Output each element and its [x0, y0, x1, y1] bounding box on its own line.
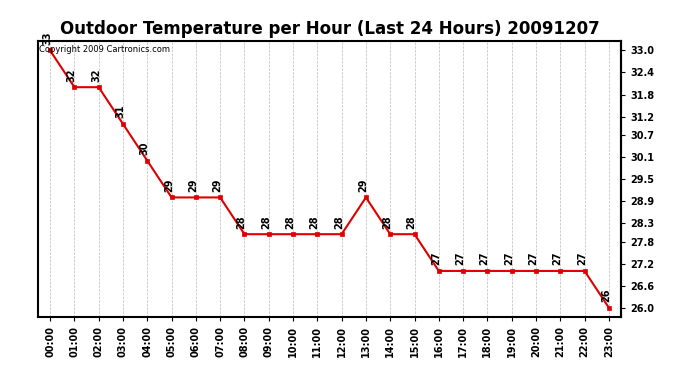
Text: 31: 31 — [115, 105, 125, 118]
Text: 29: 29 — [188, 178, 198, 192]
Text: 28: 28 — [310, 215, 319, 229]
Title: Outdoor Temperature per Hour (Last 24 Hours) 20091207: Outdoor Temperature per Hour (Last 24 Ho… — [59, 20, 600, 38]
Text: 28: 28 — [261, 215, 271, 229]
Text: 28: 28 — [382, 215, 393, 229]
Text: 29: 29 — [164, 178, 174, 192]
Text: 32: 32 — [67, 68, 77, 82]
Text: 28: 28 — [237, 215, 246, 229]
Text: 29: 29 — [213, 178, 222, 192]
Text: Copyright 2009 Cartronics.com: Copyright 2009 Cartronics.com — [39, 45, 170, 54]
Text: 29: 29 — [358, 178, 368, 192]
Text: 27: 27 — [431, 252, 441, 266]
Text: 27: 27 — [528, 252, 538, 266]
Text: 33: 33 — [42, 32, 52, 45]
Text: 27: 27 — [480, 252, 490, 266]
Text: 27: 27 — [553, 252, 562, 266]
Text: 32: 32 — [91, 68, 101, 82]
Text: 27: 27 — [455, 252, 465, 266]
Text: 28: 28 — [406, 215, 417, 229]
Text: 26: 26 — [601, 289, 611, 302]
Text: 28: 28 — [285, 215, 295, 229]
Text: 28: 28 — [334, 215, 344, 229]
Text: 27: 27 — [504, 252, 514, 266]
Text: 27: 27 — [577, 252, 586, 266]
Text: 30: 30 — [139, 142, 150, 155]
